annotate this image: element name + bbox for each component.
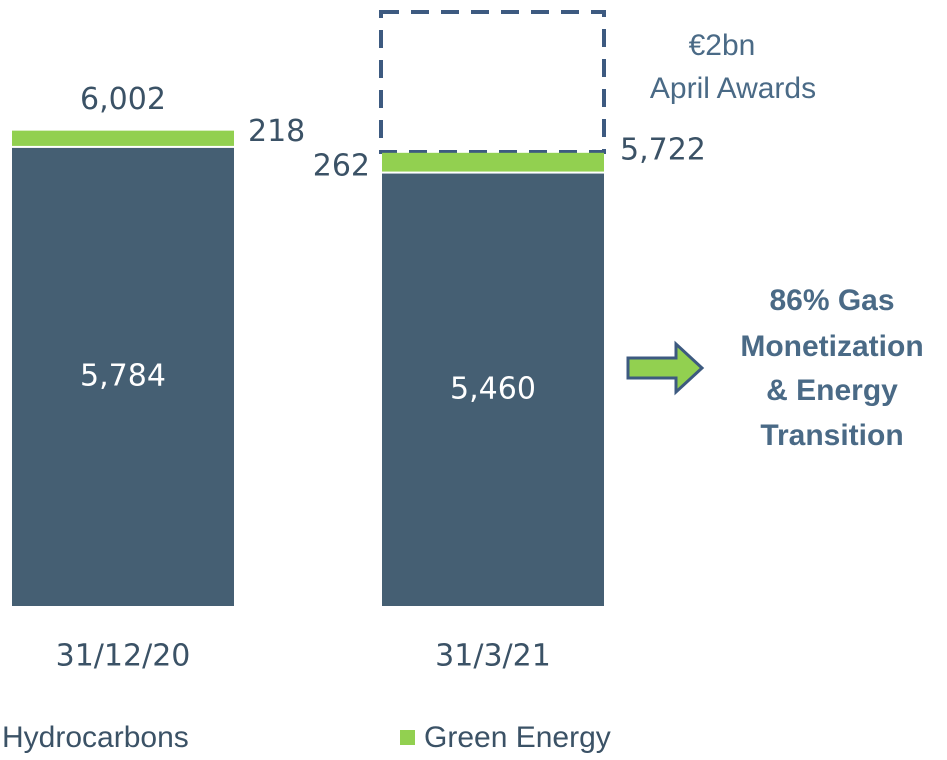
bar-segment bbox=[382, 152, 604, 172]
note-line: Monetization bbox=[740, 330, 923, 363]
value-label: 218 bbox=[248, 114, 305, 149]
note-line: Transition bbox=[760, 419, 903, 452]
award-label: April Awards bbox=[650, 72, 816, 105]
legend-label: Hydrocarbons bbox=[2, 721, 189, 754]
x-tick-label: 31/12/20 bbox=[56, 639, 191, 674]
arrow bbox=[626, 340, 705, 396]
note-line: 86% Gas bbox=[769, 284, 894, 317]
legend-label: Green Energy bbox=[424, 721, 611, 754]
total-label: 6,002 bbox=[80, 82, 166, 117]
award-amount: €2bn bbox=[689, 29, 756, 62]
x-tick-label: 31/3/21 bbox=[435, 639, 551, 674]
note-line: & Energy bbox=[766, 374, 898, 407]
value-label: 262 bbox=[313, 148, 370, 183]
value-label: 5,460 bbox=[450, 371, 536, 406]
legend-swatch bbox=[400, 730, 415, 745]
total-label: 5,722 bbox=[620, 132, 706, 167]
value-label: 5,784 bbox=[80, 358, 166, 393]
bar-segment bbox=[12, 147, 234, 606]
bar-segment bbox=[382, 173, 604, 606]
bar-segment bbox=[12, 130, 234, 146]
award-box bbox=[379, 10, 606, 154]
